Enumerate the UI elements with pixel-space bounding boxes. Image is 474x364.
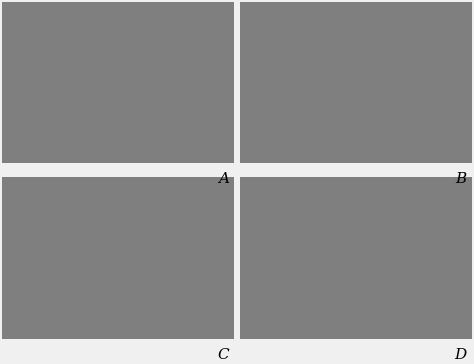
Text: D: D (455, 348, 467, 361)
Text: A: A (219, 172, 229, 186)
Text: C: C (218, 348, 229, 361)
Text: B: B (456, 172, 467, 186)
